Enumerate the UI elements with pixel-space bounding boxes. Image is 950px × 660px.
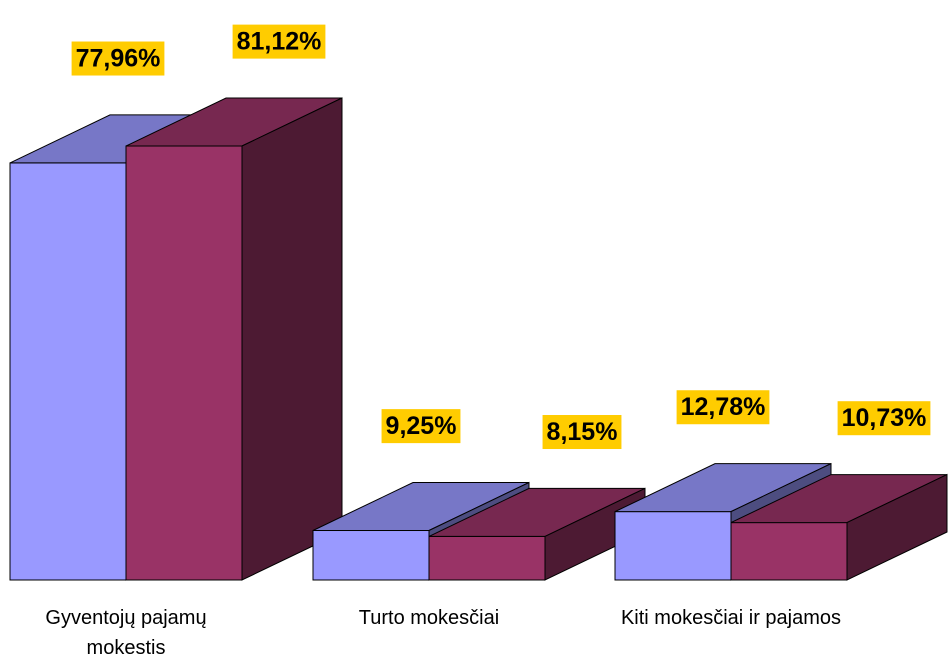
value-label-bg: [676, 390, 770, 425]
value-label: 12,78%: [681, 393, 766, 421]
bar-front: [125, 145, 243, 581]
value-label-bg: [837, 401, 931, 436]
x-tick-label: Turto mokesčiai: [358, 607, 500, 629]
x-tick-label: Kiti mokesčiai ir pajamos: [620, 607, 842, 629]
value-label: 77,96%: [76, 45, 161, 73]
value-label-bg: [381, 409, 461, 444]
value-label-bg: [71, 41, 165, 76]
bar-front: [312, 530, 430, 581]
value-label: 81,12%: [237, 28, 322, 56]
bar-front: [9, 162, 127, 581]
bar-side: [241, 97, 343, 581]
value-label: 8,15%: [547, 418, 618, 446]
bar-side: [846, 473, 948, 581]
bar: [125, 97, 343, 581]
x-tick-label: Gyventojų pajamų mokestis: [45, 607, 207, 659]
bar-front: [730, 522, 848, 581]
bar-front: [428, 535, 546, 581]
value-label: 10,73%: [842, 404, 927, 432]
bar-front: [614, 511, 732, 581]
bar: [730, 473, 948, 581]
bar: [428, 487, 646, 581]
value-label: 9,25%: [386, 412, 457, 440]
value-label-bg: [542, 415, 622, 450]
value-label-bg: [232, 24, 326, 59]
